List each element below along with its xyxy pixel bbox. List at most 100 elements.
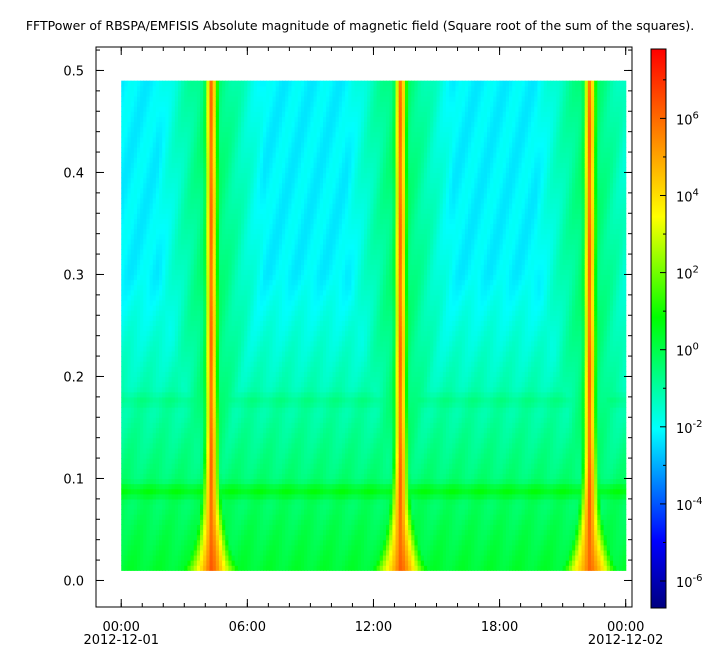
heatmap-cell xyxy=(140,218,144,225)
heatmap-cell xyxy=(124,126,129,133)
heatmap-cell xyxy=(133,152,138,158)
heatmap-cell xyxy=(165,488,170,495)
heatmap-cell xyxy=(130,228,135,235)
heatmap-cell xyxy=(124,192,129,199)
heatmap-cell xyxy=(124,315,129,321)
heatmap-cell xyxy=(130,468,135,474)
heatmap-cell xyxy=(155,203,160,209)
heatmap-cell xyxy=(124,366,129,372)
heatmap-cell xyxy=(124,305,129,311)
heatmap-cell xyxy=(127,197,132,204)
heatmap-cell xyxy=(140,101,144,107)
heatmap-cell xyxy=(127,203,132,209)
heatmap-cell xyxy=(159,106,163,112)
heatmap-cell xyxy=(146,386,151,393)
heatmap-cell xyxy=(152,233,157,240)
heatmap-cell xyxy=(146,299,151,306)
heatmap-cell xyxy=(136,152,141,158)
heatmap-cell xyxy=(159,468,163,474)
heatmap-cell xyxy=(136,294,141,301)
heatmap-cell xyxy=(121,223,125,230)
heatmap-cell xyxy=(130,340,135,347)
heatmap-cell xyxy=(149,407,154,413)
heatmap-cell xyxy=(162,361,166,367)
heatmap-cell xyxy=(124,243,129,250)
heatmap-cell xyxy=(165,478,170,485)
heatmap-cell xyxy=(124,223,129,230)
heatmap-cell xyxy=(162,264,166,270)
heatmap-cell xyxy=(159,254,163,260)
heatmap-cell xyxy=(133,549,138,556)
heatmap-cell xyxy=(162,208,166,214)
heatmap-cell xyxy=(155,442,160,449)
heatmap-cell xyxy=(152,325,157,332)
heatmap-cell xyxy=(155,254,160,260)
heatmap-cell xyxy=(146,539,151,546)
heatmap-cell xyxy=(124,213,129,219)
heatmap-cell xyxy=(155,248,160,255)
heatmap-cell xyxy=(162,396,166,403)
heatmap-cell xyxy=(155,274,160,281)
heatmap-cell xyxy=(149,544,154,551)
heatmap-cell xyxy=(140,458,144,464)
heatmap-cell xyxy=(143,330,148,337)
heatmap-cell xyxy=(136,269,141,276)
heatmap-cell xyxy=(146,121,151,128)
heatmap-cell xyxy=(159,350,163,357)
heatmap-cell xyxy=(162,432,166,439)
heatmap-cell xyxy=(155,422,160,429)
heatmap-cell xyxy=(165,529,170,536)
heatmap-cell xyxy=(162,509,166,515)
heatmap-cell xyxy=(146,213,151,219)
heatmap-cell xyxy=(149,172,154,179)
heatmap-cell xyxy=(140,427,144,434)
heatmap-cell xyxy=(146,325,151,332)
heatmap-cell xyxy=(127,141,132,148)
heatmap-cell xyxy=(155,381,160,388)
heatmap-cell xyxy=(159,427,163,434)
heatmap-cell xyxy=(165,554,170,561)
heatmap-cell xyxy=(121,167,125,174)
heatmap-cell xyxy=(133,269,138,276)
heatmap-cell xyxy=(143,203,148,209)
heatmap-cell xyxy=(136,417,141,423)
heatmap-cell xyxy=(143,509,148,515)
heatmap-cell xyxy=(140,136,144,143)
heatmap-cell xyxy=(121,197,125,204)
heatmap-cell xyxy=(159,560,163,566)
heatmap-cell xyxy=(136,534,141,541)
heatmap-cell xyxy=(155,177,160,184)
heatmap-cell xyxy=(121,519,125,525)
heatmap-cell xyxy=(127,315,132,321)
heatmap-cell xyxy=(152,534,157,541)
heatmap-cell xyxy=(140,417,144,423)
heatmap-cell xyxy=(143,90,148,97)
heatmap-cell xyxy=(133,503,138,510)
heatmap-cell xyxy=(149,274,154,281)
heatmap-cell xyxy=(146,320,151,327)
heatmap-cell xyxy=(149,356,154,362)
heatmap-cell xyxy=(149,565,154,571)
heatmap-cell xyxy=(152,203,157,209)
heatmap-cell xyxy=(159,248,163,255)
heatmap-cell xyxy=(152,417,157,423)
heatmap-cell xyxy=(162,167,166,174)
heatmap-cell xyxy=(140,437,144,444)
heatmap-cell xyxy=(130,146,135,153)
heatmap-cell xyxy=(155,146,160,153)
heatmap-cell xyxy=(140,213,144,219)
heatmap-cell xyxy=(149,305,154,311)
heatmap-cell xyxy=(124,529,129,536)
heatmap-cell xyxy=(127,177,132,184)
heatmap-cell xyxy=(133,80,138,87)
heatmap-cell xyxy=(152,514,157,520)
heatmap-cell xyxy=(149,157,154,163)
heatmap-cell xyxy=(124,544,129,551)
heatmap-cell xyxy=(149,330,154,337)
heatmap-cell xyxy=(146,116,151,123)
heatmap-cell xyxy=(159,305,163,311)
heatmap-cell xyxy=(162,447,166,454)
heatmap-cell xyxy=(140,396,144,403)
heatmap-cell xyxy=(165,396,170,403)
